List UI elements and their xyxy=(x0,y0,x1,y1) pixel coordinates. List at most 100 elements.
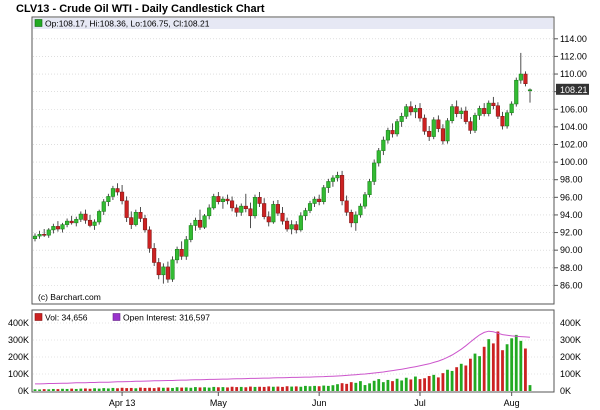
volume-bar-12 xyxy=(88,388,92,391)
volume-bar-88 xyxy=(436,377,440,391)
price-tick-label-8: 102.00 xyxy=(560,139,588,149)
candle-body-28 xyxy=(161,266,166,276)
volume-bar-78 xyxy=(391,381,394,391)
volume-bar-22 xyxy=(134,388,138,391)
candle-body-96 xyxy=(472,115,478,131)
volume-bar-26 xyxy=(152,388,156,391)
candle-body-85 xyxy=(422,117,427,132)
candle-body-10 xyxy=(78,213,83,220)
candle-body-13 xyxy=(92,221,97,226)
candle-body-104 xyxy=(509,103,514,114)
candle-body-25 xyxy=(147,229,152,249)
candle-body-57 xyxy=(294,224,299,231)
volume-bar-84 xyxy=(418,379,422,391)
candle-body-70 xyxy=(353,214,358,224)
volume-bar-83 xyxy=(414,376,417,391)
candle-body-7 xyxy=(65,220,70,225)
volume-tick-label-right-4: 400K xyxy=(560,318,581,328)
candle-body-51 xyxy=(266,216,271,223)
candle-body-29 xyxy=(165,266,170,280)
candle-body-39 xyxy=(211,196,216,209)
volume-bar-30 xyxy=(171,387,174,391)
volume-bar-71 xyxy=(359,381,362,391)
volume-bar-39 xyxy=(212,386,216,391)
candle-body-76 xyxy=(381,139,386,151)
price-panel xyxy=(31,16,555,305)
candle-body-38 xyxy=(207,207,212,217)
volume-bar-66 xyxy=(336,384,339,391)
price-tick-label-13: 112.00 xyxy=(560,51,587,61)
copyright-text: (c) Barchart.com xyxy=(38,292,101,302)
candle-body-42 xyxy=(225,198,230,202)
candle-body-40 xyxy=(216,196,221,202)
volume-bar-79 xyxy=(395,378,399,391)
candle-body-100 xyxy=(491,102,496,106)
open-interest-line xyxy=(35,330,531,385)
x-tick-label-1: May xyxy=(210,398,228,408)
candle-body-0 xyxy=(32,235,38,239)
candle-body-8 xyxy=(69,220,74,224)
volume-bar-48 xyxy=(253,386,257,391)
volume-bar-28 xyxy=(161,387,165,391)
volume-bar-25 xyxy=(148,387,151,391)
volume-bar-3 xyxy=(47,389,51,391)
volume-bar-5 xyxy=(56,389,60,391)
candle-body-86 xyxy=(427,131,432,137)
volume-bar-76 xyxy=(381,382,385,391)
candle-body-69 xyxy=(349,212,354,224)
price-tick-label-7: 100.00 xyxy=(560,157,588,167)
candle-body-91 xyxy=(450,106,455,121)
candle-body-92 xyxy=(454,106,459,114)
candle-body-12 xyxy=(87,219,93,226)
volume-bar-92 xyxy=(455,367,459,391)
volume-bar-59 xyxy=(304,385,307,391)
candle-body-95 xyxy=(468,121,473,131)
candle-body-88 xyxy=(436,119,441,129)
candle-body-74 xyxy=(372,162,377,182)
candle-body-22 xyxy=(133,212,138,225)
candle-body-89 xyxy=(440,128,445,142)
candle-body-11 xyxy=(83,213,88,221)
ohlc-legend-swatch xyxy=(34,19,43,27)
candle-body-98 xyxy=(482,108,487,114)
candle-body-44 xyxy=(234,207,239,213)
volume-bar-4 xyxy=(51,388,55,391)
ohlc-header-bar xyxy=(33,18,553,29)
candle-body-80 xyxy=(399,116,404,122)
volume-bar-102 xyxy=(501,350,504,391)
volume-bar-45 xyxy=(239,386,243,391)
candle-body-64 xyxy=(326,181,331,188)
volume-bar-77 xyxy=(386,379,390,391)
volume-bar-82 xyxy=(409,379,413,391)
volume-bar-2 xyxy=(42,389,46,391)
candle-body-3 xyxy=(46,229,51,236)
volume-bar-81 xyxy=(404,377,408,391)
volume-tick-label-left-2: 200K xyxy=(8,352,29,362)
volume-bar-90 xyxy=(446,369,449,391)
candle-body-60 xyxy=(307,203,313,211)
candle-body-9 xyxy=(74,219,79,224)
candle-body-46 xyxy=(243,205,248,210)
volume-bar-9 xyxy=(74,388,78,391)
candle-body-15 xyxy=(101,201,106,212)
volume-bar-56 xyxy=(290,386,294,391)
volume-bar-1 xyxy=(38,389,41,391)
volume-bar-75 xyxy=(377,379,381,391)
price-tick-label-14: 114.00 xyxy=(560,34,587,44)
volume-bar-86 xyxy=(427,376,431,391)
volume-tick-label-right-1: 100K xyxy=(560,369,581,379)
candle-body-63 xyxy=(321,187,326,202)
candle-body-19 xyxy=(120,191,125,202)
price-tick-label-12: 110.00 xyxy=(560,69,587,79)
volume-bar-57 xyxy=(294,386,298,391)
price-tick-label-0: 86.00 xyxy=(560,280,583,290)
ohlc-label: Op:108.17, Hi:108.36, Lo:106.75, Cl:108.… xyxy=(45,19,210,29)
candle-body-87 xyxy=(431,119,436,137)
volume-bar-107 xyxy=(524,348,527,391)
candle-body-17 xyxy=(110,188,115,197)
candle-body-81 xyxy=(404,106,409,117)
volume-bar-105 xyxy=(514,334,518,391)
chart-title: CLV13 - Crude Oil WTI - Daily Candlestic… xyxy=(16,3,265,15)
candle-body-106 xyxy=(518,73,523,81)
volume-bar-20 xyxy=(125,388,129,391)
